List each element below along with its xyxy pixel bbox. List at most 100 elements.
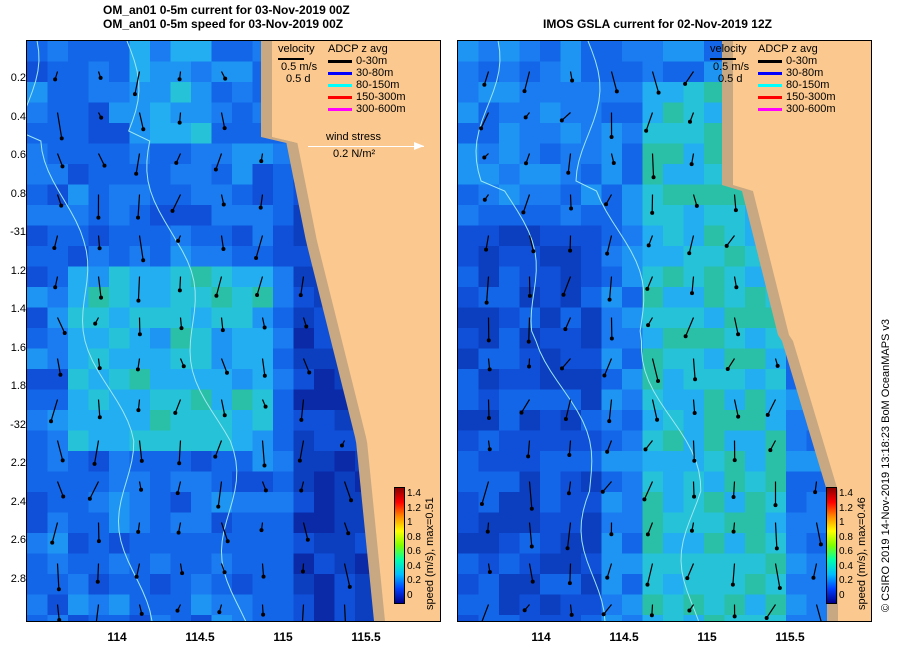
speed-cell (622, 389, 643, 411)
right-x-tick-label: 114 (531, 630, 551, 644)
speed-cell (273, 471, 294, 493)
current-vector (343, 604, 346, 621)
current-vector (137, 276, 141, 301)
speed-cell (581, 410, 602, 431)
speed-cell (47, 164, 69, 185)
speed-cell (478, 410, 500, 431)
speed-cell (704, 41, 725, 62)
speed-cell (622, 205, 643, 226)
vector-head (50, 540, 55, 545)
speed-cell (458, 266, 479, 288)
speed-cell (109, 164, 130, 185)
vector-head (602, 373, 607, 378)
speed-cell (540, 574, 561, 595)
speed-cell (786, 492, 807, 513)
vector-head (213, 167, 218, 172)
speed-cell (560, 451, 582, 472)
vector-head (259, 159, 264, 164)
current-vector (486, 276, 490, 303)
speed-cell (211, 82, 233, 103)
adcp-label: 300-600m (786, 103, 836, 115)
vector-head (530, 579, 535, 584)
speed-cell (170, 205, 192, 226)
speed-cell (540, 451, 561, 472)
adcp-swatch (328, 71, 352, 75)
speed-cell (642, 369, 664, 390)
y-tick-label: 2.2 (10, 457, 26, 469)
vector-head (95, 579, 100, 584)
current-vector (608, 276, 613, 300)
speed-cell (519, 184, 541, 206)
speed-cell (27, 266, 48, 288)
speed-cell (499, 615, 520, 621)
current-vector (302, 358, 310, 373)
speed-cell (109, 328, 130, 349)
current-vector (261, 563, 265, 577)
speed-cell (622, 574, 643, 595)
vector-head (731, 529, 736, 534)
current-vector (815, 604, 822, 621)
left-adcp-legend: ADCP z avg 0-30m 30-80m 80-150m 150-300m 300… (328, 43, 406, 115)
speed-cell (499, 369, 520, 390)
left-colorbar (394, 487, 405, 604)
right-map-panel (457, 40, 872, 622)
y-tick-label: 0.6 (10, 149, 26, 161)
speed-cell (109, 492, 130, 513)
speed-cell (109, 410, 130, 431)
speed-cell (170, 287, 192, 308)
speed-cell (68, 615, 89, 621)
speed-cell (478, 594, 500, 616)
current-vector (733, 194, 737, 211)
current-vector (56, 440, 64, 461)
speed-cell (745, 553, 766, 575)
speed-cell (745, 615, 766, 621)
speed-cell (191, 102, 212, 124)
speed-cell (745, 594, 766, 616)
speed-cell (232, 348, 253, 370)
speed-cell (581, 594, 602, 616)
speed-cell (704, 389, 725, 411)
speed-cell (150, 82, 171, 103)
speed-cell (704, 164, 725, 185)
vector-head (559, 366, 564, 371)
vector-head (683, 334, 688, 339)
speed-cell (68, 205, 89, 226)
current-vector (692, 358, 696, 380)
colorbar-tick: 0.8 (839, 531, 853, 543)
vector-head (263, 488, 268, 493)
vector-head (611, 160, 616, 165)
speed-cell (519, 246, 541, 267)
speed-cell (191, 123, 212, 144)
speed-cell (191, 410, 212, 431)
speed-cell (601, 615, 623, 621)
speed-cell (293, 533, 315, 554)
vector-head (649, 613, 654, 618)
speed-cell (170, 369, 192, 390)
vector-head (607, 419, 612, 424)
speed-cell (683, 225, 705, 247)
speed-cell (293, 451, 315, 472)
speed-cell (129, 41, 151, 62)
speed-cell (499, 246, 520, 267)
current-vector (732, 481, 736, 498)
vector-head (561, 292, 566, 297)
vector-head (524, 161, 529, 166)
speed-cell (68, 82, 89, 103)
speed-cell (27, 348, 48, 370)
speed-cell (232, 492, 253, 513)
current-vector (527, 440, 531, 457)
speed-cell (232, 471, 253, 493)
speed-cell (683, 594, 705, 616)
adcp-label: 300-600m (356, 103, 406, 115)
right-velocity-label: velocity (710, 43, 747, 55)
vector-head (764, 615, 769, 620)
speed-cell (478, 205, 500, 226)
speed-cell (704, 102, 725, 124)
speed-cell (642, 205, 664, 226)
vector-head (486, 338, 491, 343)
speed-cell (540, 410, 561, 431)
speed-cell (663, 594, 684, 616)
speed-cell (211, 410, 233, 431)
speed-cell (663, 512, 684, 534)
bathymetry-contour (575, 41, 702, 621)
